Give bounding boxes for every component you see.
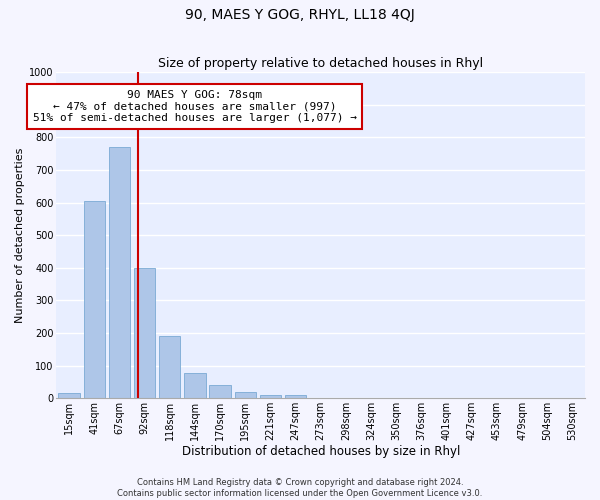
Bar xyxy=(58,394,80,398)
Bar xyxy=(109,147,130,398)
Bar xyxy=(184,372,206,398)
Text: 90 MAES Y GOG: 78sqm
← 47% of detached houses are smaller (997)
51% of semi-deta: 90 MAES Y GOG: 78sqm ← 47% of detached h… xyxy=(33,90,357,123)
X-axis label: Distribution of detached houses by size in Rhyl: Distribution of detached houses by size … xyxy=(182,444,460,458)
Y-axis label: Number of detached properties: Number of detached properties xyxy=(15,148,25,323)
Bar xyxy=(209,385,231,398)
Bar xyxy=(159,336,181,398)
Text: Contains HM Land Registry data © Crown copyright and database right 2024.
Contai: Contains HM Land Registry data © Crown c… xyxy=(118,478,482,498)
Bar xyxy=(235,392,256,398)
Text: 90, MAES Y GOG, RHYL, LL18 4QJ: 90, MAES Y GOG, RHYL, LL18 4QJ xyxy=(185,8,415,22)
Bar xyxy=(260,395,281,398)
Title: Size of property relative to detached houses in Rhyl: Size of property relative to detached ho… xyxy=(158,56,483,70)
Bar xyxy=(83,201,105,398)
Bar xyxy=(285,395,306,398)
Bar xyxy=(134,268,155,398)
